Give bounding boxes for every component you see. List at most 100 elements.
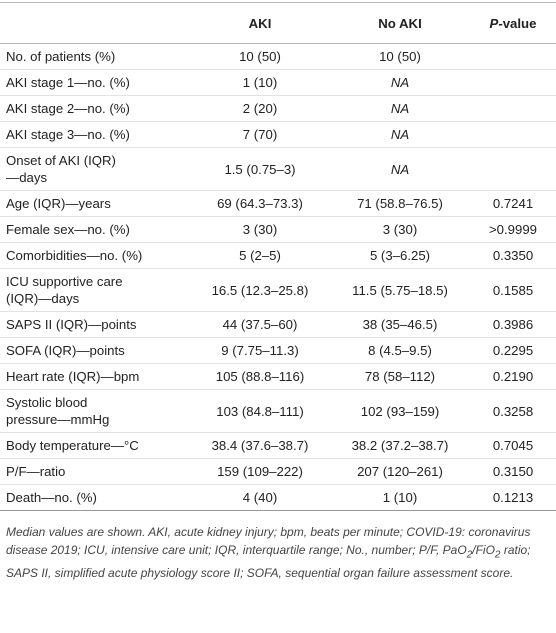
row-label: Body temperature—°C [0, 432, 190, 459]
row-label: Age (IQR)—years [0, 190, 190, 217]
table-cell: NA [330, 147, 470, 191]
table-cell: 103 (84.8–111) [190, 389, 330, 433]
table-row: AKI stage 3—no. (%) 7 (70) NA [0, 121, 556, 148]
row-label-text: AKI stage 3—no. (%) [6, 127, 130, 142]
cell-text: 0.1585 [492, 282, 534, 298]
row-label: Comorbidities—no. (%) [0, 242, 190, 269]
table-cell: 1.5 (0.75–3) [190, 147, 330, 191]
footnote-text: Median values are shown. AKI, acute kidn… [6, 525, 531, 557]
cell-text: 3 (30) [242, 222, 278, 237]
table-cell: 8 (4.5–9.5) [330, 337, 470, 364]
cell-text: 38.2 (37.2–38.7) [351, 438, 449, 453]
table-cell: 0.3150 [470, 458, 556, 485]
table-cell: >0.9999 [470, 216, 556, 243]
header-cell: P-value [470, 2, 556, 44]
row-label-text: Death—no. (%) [6, 490, 97, 505]
cell-text: 10 (50) [379, 49, 421, 64]
table-cell: 38.2 (37.2–38.7) [330, 432, 470, 459]
table-row: Systolic blood pressure—mmHg 103 (84.8–11… [0, 389, 556, 433]
table-row: SAPS II (IQR)—points 44 (37.5–60) 38 (35–4… [0, 311, 556, 338]
cell-text: 9 (7.75–11.3) [221, 343, 299, 358]
table-cell: 3 (30) [330, 216, 470, 243]
table-cell [470, 121, 556, 148]
cell-text: NA [390, 127, 410, 142]
table-cell: 159 (109–222) [190, 458, 330, 485]
header-cell: No AKI [330, 2, 470, 44]
cell-text: 105 (88.8–116) [215, 369, 305, 384]
cell-text: NA [390, 75, 410, 90]
cell-text: 5 (2–5) [239, 248, 281, 263]
table-cell: 69 (64.3–73.3) [190, 190, 330, 217]
table-cell: 4 (40) [190, 484, 330, 511]
table-cell: 2 (20) [190, 95, 330, 122]
row-label-text: ICU supportive care (IQR)—days [6, 274, 123, 306]
row-label: Female sex—no. (%) [0, 216, 190, 243]
table-row: AKI stage 1—no. (%) 1 (10) NA [0, 69, 556, 96]
cell-text: 5 (3–6.25) [369, 248, 431, 263]
cell-text: 44 (37.5–60) [222, 317, 298, 332]
table-row: SOFA (IQR)—points 9 (7.75–11.3) 8 (4.5–9.5… [0, 337, 556, 364]
table-cell: 3 (30) [190, 216, 330, 243]
cell-text: 1 (10) [242, 75, 278, 90]
row-label-text: SOFA (IQR)—points [6, 343, 125, 358]
table-row: Body temperature—°C 38.4 (37.6–38.7) 38.2 … [0, 432, 556, 459]
cell-text: 159 (109–222) [217, 464, 303, 479]
row-label: No. of patients (%) [0, 43, 190, 70]
table-cell: 44 (37.5–60) [190, 311, 330, 338]
table-cell: 10 (50) [190, 43, 330, 70]
row-label: Systolic blood pressure—mmHg [0, 389, 190, 433]
table-row: P/F—ratio 159 (109–222) 207 (120–261) 0.315… [0, 458, 556, 485]
table-cell: 1 (10) [330, 484, 470, 511]
table-cell: 38.4 (37.6–38.7) [190, 432, 330, 459]
cell-text: 8 (4.5–9.5) [368, 343, 432, 358]
table-cell: 78 (58–112) [330, 363, 470, 390]
header-cell: AKI [190, 2, 330, 44]
row-label-text: Female sex—no. (%) [6, 222, 130, 237]
table-row: ICU supportive care (IQR)—days 16.5 (12.3… [0, 268, 556, 312]
cell-text: 16.5 (12.3–25.8) [211, 282, 309, 298]
cell-text: 3 (30) [382, 222, 418, 237]
header-cell [0, 2, 190, 44]
footnote: Median values are shown. AKI, acute kidn… [0, 511, 556, 582]
cell-text: 0.1213 [492, 490, 534, 505]
table-row: Age (IQR)—years 69 (64.3–73.3) 71 (58.8–76… [0, 190, 556, 217]
table-cell: 0.2190 [470, 363, 556, 390]
cell-text: 0.3986 [492, 317, 534, 332]
footnote-text: ratio; SAPS II, simplified acute physiol… [6, 543, 531, 581]
cell-text: 0.3350 [492, 248, 534, 263]
table-cell: 16.5 (12.3–25.8) [190, 268, 330, 312]
cell-text: 103 (84.8–111) [216, 403, 304, 419]
cell-text: 38.4 (37.6–38.7) [211, 438, 309, 453]
cell-text: 78 (58–112) [364, 369, 436, 384]
row-label: Death—no. (%) [0, 484, 190, 511]
header-italic: P [489, 15, 499, 31]
row-label: Onset of AKI (IQR)—days [0, 147, 190, 191]
table-row: Onset of AKI (IQR)—days 1.5 (0.75–3) NA [0, 147, 556, 191]
row-label-text: Heart rate (IQR)—bpm [6, 369, 140, 384]
cell-text: 1 (10) [382, 490, 418, 505]
table-cell [470, 69, 556, 96]
table-cell: 10 (50) [330, 43, 470, 70]
table-cell: 7 (70) [190, 121, 330, 148]
cell-text: 4 (40) [242, 490, 278, 505]
table-cell: 0.3258 [470, 389, 556, 433]
table-cell: 71 (58.8–76.5) [330, 190, 470, 217]
table-row: No. of patients (%) 10 (50) 10 (50) [0, 43, 556, 70]
cell-text: 11.5 (5.75–18.5) [352, 282, 448, 298]
row-label-text: Body temperature—°C [6, 438, 139, 453]
table-row: Comorbidities—no. (%) 5 (2–5) 5 (3–6.25) 0.… [0, 242, 556, 269]
header-row: AKI No AKI P-value [0, 2, 556, 44]
cell-text: 0.2295 [492, 343, 534, 358]
table-cell: NA [330, 95, 470, 122]
footnote-sub: 2 [494, 549, 501, 561]
table-row: AKI stage 2—no. (%) 2 (20) NA [0, 95, 556, 122]
table-row: Death—no. (%) 4 (40) 1 (10) 0.1213 [0, 484, 556, 511]
cell-text: >0.9999 [488, 222, 538, 237]
data-table: AKI No AKI P-value No. of patients (%) 10… [0, 2, 556, 511]
cell-text: 10 (50) [239, 49, 281, 64]
table-cell: 5 (2–5) [190, 242, 330, 269]
row-label-text: AKI stage 1—no. (%) [6, 75, 130, 90]
cell-text: 0.3150 [492, 464, 534, 479]
table-cell: 0.1213 [470, 484, 556, 511]
